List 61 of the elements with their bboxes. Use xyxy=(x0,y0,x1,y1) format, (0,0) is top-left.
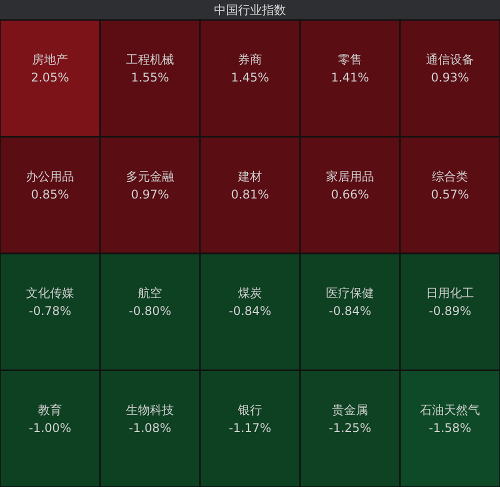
data-label: -0.89% xyxy=(428,304,472,318)
cell: 多元金融 0.97% xyxy=(99,136,201,254)
title-bar: 中国行业指数 xyxy=(0,0,500,20)
data-label: 0.97% xyxy=(130,187,170,202)
cell: 航空 -0.80% xyxy=(99,252,201,371)
cell: 家居用品 0.66% xyxy=(299,136,401,254)
category-label: 贵金属 xyxy=(332,402,368,417)
category-label: 综合类 xyxy=(432,169,468,184)
data-label: -1.08% xyxy=(128,420,172,435)
category-label: 券商 xyxy=(238,52,262,67)
category-label: 办公用品 xyxy=(26,169,74,184)
category-label: 家居用品 xyxy=(326,169,374,184)
cell: 综合类 0.57% xyxy=(399,136,500,254)
category-label: 航空 xyxy=(138,286,162,300)
data-label: 1.45% xyxy=(230,70,270,85)
data-label: -0.80% xyxy=(128,304,172,318)
category-label: 文化传媒 xyxy=(26,286,74,300)
data-label: 1.41% xyxy=(330,70,370,85)
cell: 贵金属 -1.25% xyxy=(299,370,401,487)
category-label: 医疗保健 xyxy=(326,286,374,300)
cell: 医疗保健 -0.84% xyxy=(299,252,401,371)
cell: 零售 1.41% xyxy=(299,19,401,138)
category-label: 教育 xyxy=(38,402,62,417)
data-label: 0.81% xyxy=(230,187,270,202)
category-label: 煤炭 xyxy=(238,286,262,300)
cell: 银行 -1.17% xyxy=(199,370,301,487)
data-label: -1.17% xyxy=(228,420,272,435)
cell: 日用化工 -0.89% xyxy=(399,252,500,371)
cell: 教育 -1.00% xyxy=(0,370,101,487)
category-label: 零售 xyxy=(338,52,362,67)
category-label: 通信设备 xyxy=(426,52,474,67)
cell: 办公用品 0.85% xyxy=(0,136,101,254)
cell: 工程机械 1.55% xyxy=(99,19,201,138)
data-label: -1.58% xyxy=(428,420,472,435)
data-label: 0.85% xyxy=(30,187,70,202)
cell: 生物科技 -1.08% xyxy=(99,370,201,487)
data-label: 2.05% xyxy=(30,70,70,85)
data-label: -0.78% xyxy=(28,304,72,318)
category-label: 多元金融 xyxy=(126,169,174,184)
category-label: 建材 xyxy=(237,169,262,184)
category-label: 生物科技 xyxy=(126,402,174,417)
category-label: 日用化工 xyxy=(426,286,474,300)
cell: 通信设备 0.93% xyxy=(399,19,500,138)
data-label: 0.66% xyxy=(330,187,370,202)
data-label: -0.84% xyxy=(228,304,272,318)
category-label: 石油天然气 xyxy=(420,402,480,417)
cell: 房地产 2.05% xyxy=(0,19,101,138)
data-label: -0.84% xyxy=(328,304,372,318)
category-label: 工程机械 xyxy=(126,52,174,67)
category-label: 银行 xyxy=(237,402,262,417)
cell: 石油天然气 -1.58% xyxy=(399,370,500,487)
data-label: 0.57% xyxy=(430,187,470,202)
data-label: 1.55% xyxy=(130,70,170,85)
cell: 券商 1.45% xyxy=(199,19,301,138)
cell: 建材 0.81% xyxy=(199,136,301,254)
category-label: 房地产 xyxy=(32,52,68,67)
data-label: -1.00% xyxy=(28,420,72,435)
data-label: -1.25% xyxy=(328,420,372,435)
cell: 煤炭 -0.84% xyxy=(199,252,301,371)
cell: 文化传媒 -0.78% xyxy=(0,252,101,371)
data-label: 0.93% xyxy=(430,70,470,85)
